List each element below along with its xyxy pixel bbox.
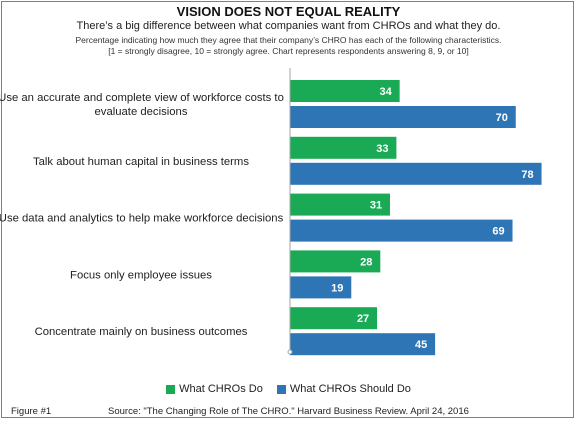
chart-subtitle: There’s a big difference between what co… bbox=[76, 20, 501, 32]
legend-item-should: What CHROs Should Do bbox=[276, 383, 411, 395]
category-label-0-0: Use an accurate and complete view of wor… bbox=[0, 92, 284, 104]
legend-label-do: What CHROs Do bbox=[179, 383, 263, 395]
value-label-should-3: 19 bbox=[331, 282, 343, 294]
category-label-2-0: Use data and analytics to help make work… bbox=[0, 213, 284, 225]
bar-do-1 bbox=[290, 136, 397, 159]
category-label-4-0: Concentrate mainly on business outcomes bbox=[35, 326, 248, 338]
legend-item-do: What CHROs Do bbox=[166, 383, 263, 395]
legend-swatch-should bbox=[276, 384, 286, 394]
chart-note-line1: Percentage indicating how much they agre… bbox=[75, 35, 502, 45]
bar-should-1 bbox=[290, 162, 542, 185]
legend-label-should: What CHROs Should Do bbox=[289, 383, 411, 395]
value-label-do-4: 27 bbox=[357, 313, 369, 325]
bar-should-3 bbox=[290, 276, 352, 299]
value-label-do-2: 31 bbox=[370, 200, 382, 212]
category-label-0-1: evaluate decisions bbox=[95, 106, 188, 118]
category-label-1-0: Talk about human capital in business ter… bbox=[33, 156, 249, 168]
value-label-do-1: 33 bbox=[376, 143, 388, 155]
value-label-do-3: 28 bbox=[360, 256, 372, 268]
bar-should-0 bbox=[290, 106, 516, 128]
source-text: Source: "The Changing Role of The CHRO."… bbox=[108, 406, 469, 417]
value-label-should-1: 78 bbox=[521, 169, 533, 181]
legend: What CHROs Do What CHROs Should Do bbox=[0, 383, 577, 395]
bar-do-3 bbox=[290, 250, 381, 273]
axis-origin-marker bbox=[287, 349, 293, 355]
value-label-should-4: 45 bbox=[415, 339, 427, 351]
value-label-should-2: 69 bbox=[492, 226, 504, 238]
legend-swatch-do bbox=[166, 384, 176, 394]
chart-title: VISION DOES NOT EQUAL REALITY bbox=[176, 4, 401, 19]
value-label-should-0: 70 bbox=[496, 112, 508, 124]
value-label-do-0: 34 bbox=[380, 86, 393, 98]
chart-note-line2: [1 = strongly disagree, 10 = strongly ag… bbox=[108, 46, 469, 56]
bar-should-4 bbox=[290, 333, 436, 356]
bar-do-2 bbox=[290, 193, 390, 216]
bar-do-0 bbox=[290, 80, 400, 102]
bar-should-2 bbox=[290, 219, 513, 242]
category-label-3-0: Focus only employee issues bbox=[70, 269, 212, 281]
figure-label: Figure #1 bbox=[11, 406, 52, 417]
bar-do-4 bbox=[290, 307, 378, 330]
